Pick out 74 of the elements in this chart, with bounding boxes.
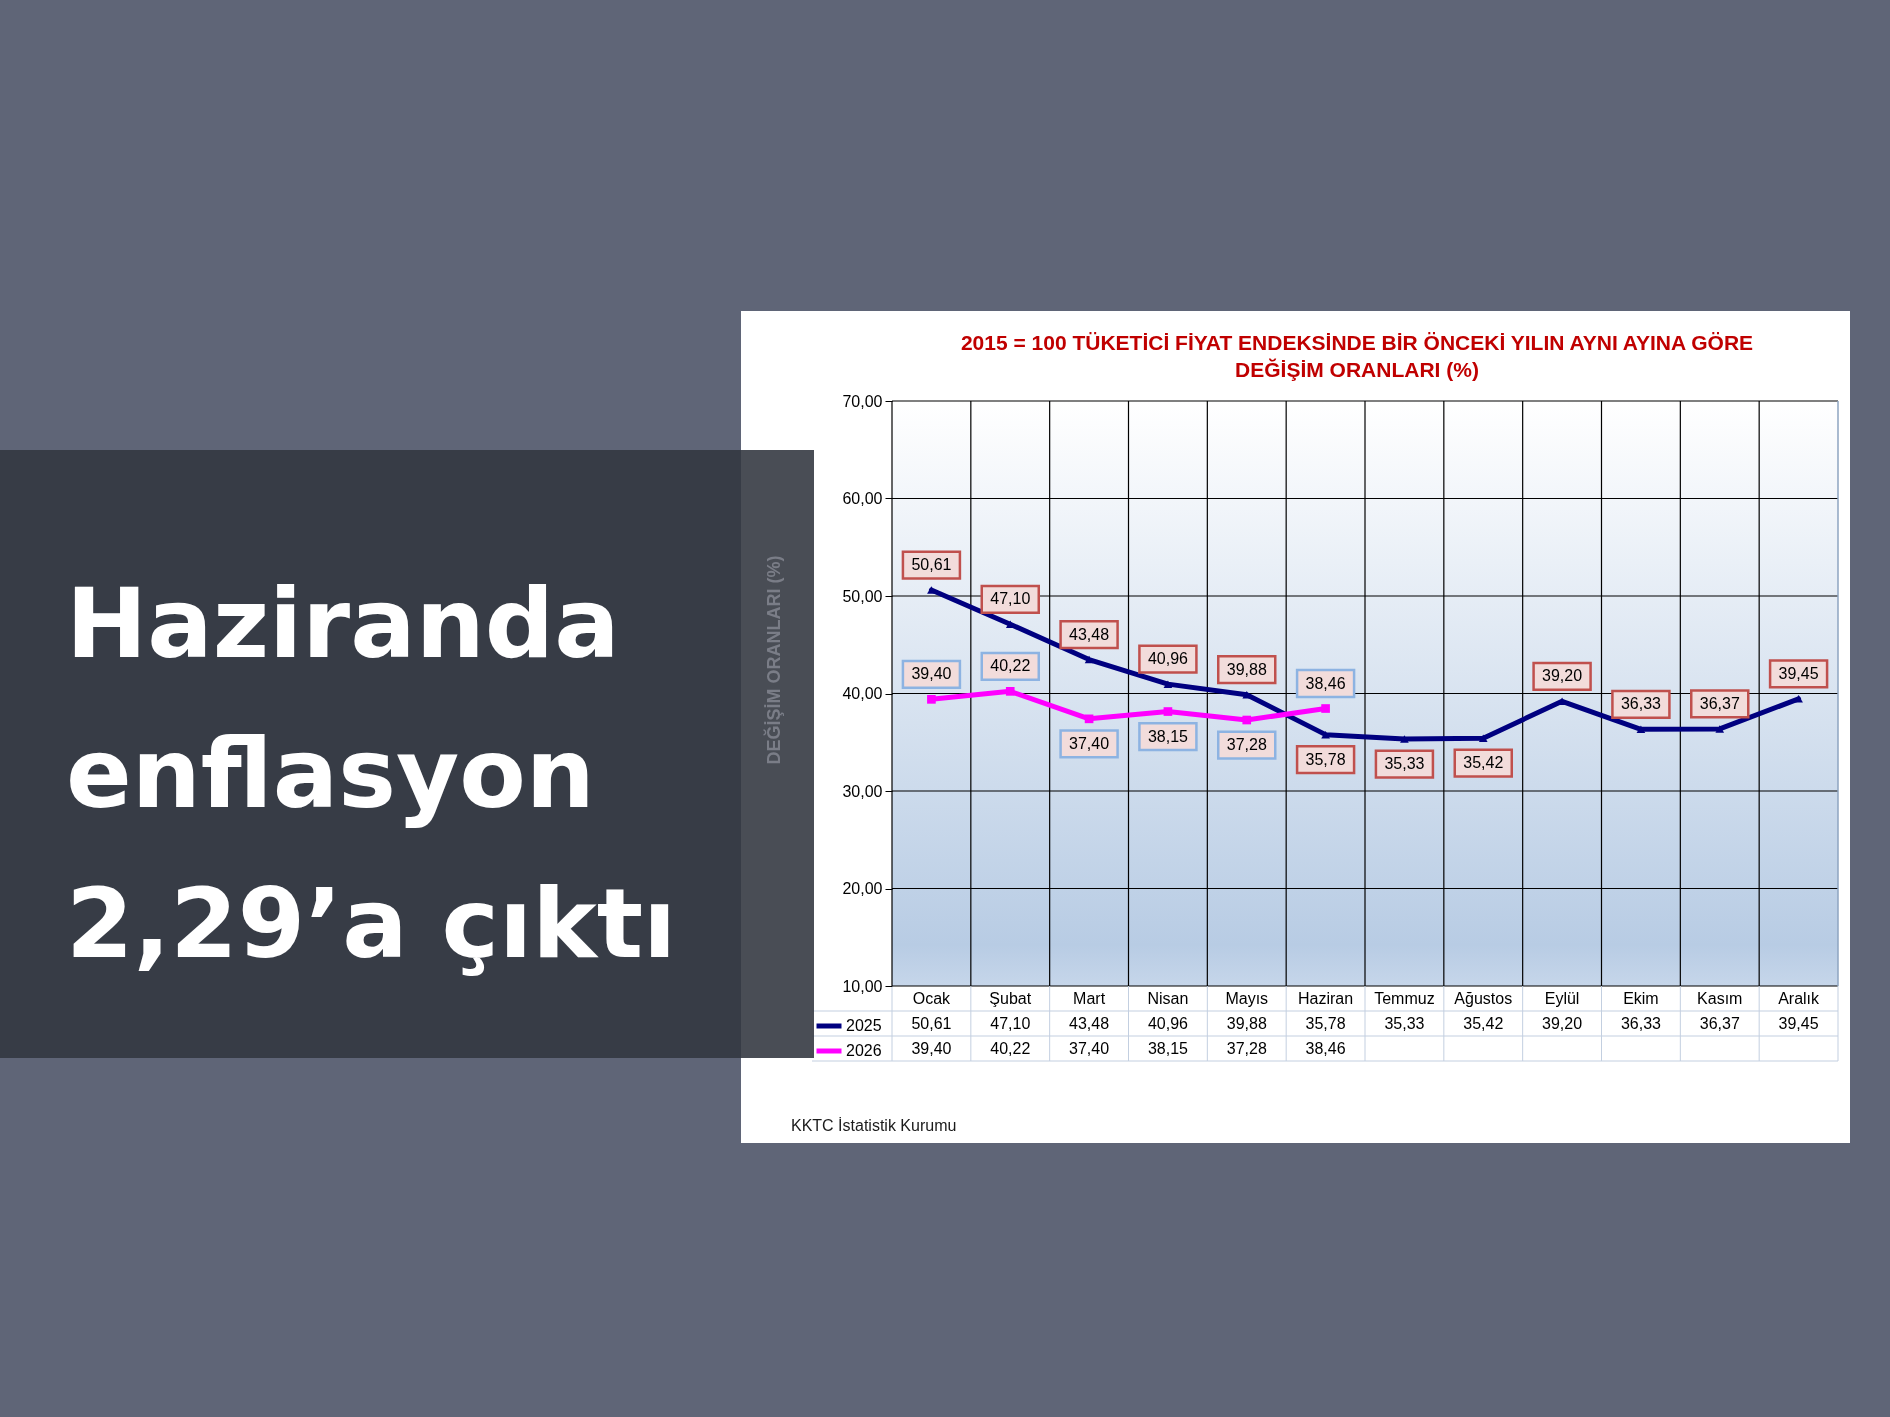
legend-label: 2026 <box>846 1042 882 1059</box>
data-label: 40,96 <box>1147 1014 1189 1032</box>
data-label: 38,46 <box>1305 1039 1346 1057</box>
x-tick-label: Kasım <box>1697 989 1743 1007</box>
data-label: 40,22 <box>990 1039 1031 1057</box>
text: KKTC İstatistik Kurumu <box>791 1116 957 1134</box>
text: 37,28 <box>1226 736 1267 754</box>
text: 40,96 <box>1147 650 1188 668</box>
point <box>1242 715 1252 725</box>
point <box>1636 725 1646 734</box>
x-tick-label: Eylül <box>1544 989 1580 1007</box>
point <box>1163 707 1173 716</box>
text: 50,61 <box>911 556 952 574</box>
data-label: 38,15 <box>1147 1039 1189 1057</box>
point <box>1715 725 1725 733</box>
y-tick-label: 50,00 <box>842 587 883 605</box>
text: 36,37 <box>1699 694 1740 712</box>
text: 38,46 <box>1305 674 1346 692</box>
x-tick-label: Mayıs <box>1225 989 1269 1007</box>
text: 35,42 <box>1463 754 1504 772</box>
data-label: 35,78 <box>1305 1014 1346 1032</box>
point <box>927 695 936 704</box>
data-label: 37,40 <box>1069 1039 1110 1057</box>
text: 37,40 <box>1069 734 1110 752</box>
text: 35,78 <box>1305 750 1346 768</box>
text: 38,15 <box>1147 727 1188 745</box>
x-tick-label: Ağustos <box>1454 989 1513 1007</box>
chart-title: 2015 = 100 TÜKETİCİ FİYAT ENDEKSİNDE BİR ÖNCEKİ YILIN AYNI AYINA GÖRE DEĞİŞİM ORANLARI (%) <box>960 331 1754 381</box>
text: 35,33 <box>1384 755 1425 773</box>
text: 40,22 <box>990 657 1031 675</box>
x-tick-label: Mart <box>1073 989 1106 1007</box>
data-label: 39,45 <box>1778 1014 1819 1032</box>
point <box>1321 704 1330 713</box>
x-tick-label: Ekim <box>1623 989 1659 1007</box>
point <box>927 586 936 594</box>
data-label: 37,28 <box>1226 1039 1267 1057</box>
legend-label: 2025 <box>846 1017 882 1034</box>
x-tick-label: Temmuz <box>1374 989 1435 1007</box>
point <box>1321 730 1330 739</box>
y-tick-label: 60,00 <box>842 490 883 507</box>
y-tick-label: 30,00 <box>842 782 883 800</box>
text: Haziranda enflasyon 2,29’a çıktı <box>66 567 677 980</box>
point <box>1005 687 1015 696</box>
text: 39,40 <box>911 665 952 683</box>
data-label: 47,10 <box>990 1014 1031 1032</box>
data-label: 39,20 <box>1542 1014 1583 1032</box>
point <box>1794 695 1803 703</box>
data-label: 35,33 <box>1384 1014 1425 1032</box>
text: 39,88 <box>1226 660 1267 678</box>
x-tick-label: Ocak <box>912 989 952 1007</box>
text: 39,20 <box>1542 667 1583 685</box>
text: 36,33 <box>1620 695 1661 713</box>
data-label: 36,33 <box>1620 1014 1662 1032</box>
x-tick-label: Nisan <box>1147 989 1189 1007</box>
text: 39,45 <box>1778 664 1819 682</box>
x-tick-label: Haziran <box>1298 989 1354 1007</box>
data-label: 35,42 <box>1463 1014 1504 1032</box>
x-tick-label: Şubat <box>989 989 1032 1007</box>
text: 43,48 <box>1069 625 1110 643</box>
text: 47,10 <box>990 590 1031 608</box>
data-label: 39,88 <box>1226 1014 1267 1032</box>
point <box>1084 655 1094 664</box>
data-label: 50,61 <box>911 1014 952 1032</box>
data-label: 36,37 <box>1699 1014 1740 1032</box>
x-tick-label: Aralık <box>1778 989 1821 1007</box>
data-label: 43,48 <box>1069 1014 1110 1032</box>
point <box>1163 680 1173 688</box>
data-label: 39,40 <box>911 1039 952 1057</box>
y-tick-label: 40,00 <box>842 685 883 702</box>
point <box>1400 735 1409 743</box>
y-tick-label: 70,00 <box>842 392 883 410</box>
y-tick-label: 10,00 <box>842 977 883 995</box>
y-tick-label: 20,00 <box>842 880 883 897</box>
point <box>1478 734 1488 742</box>
